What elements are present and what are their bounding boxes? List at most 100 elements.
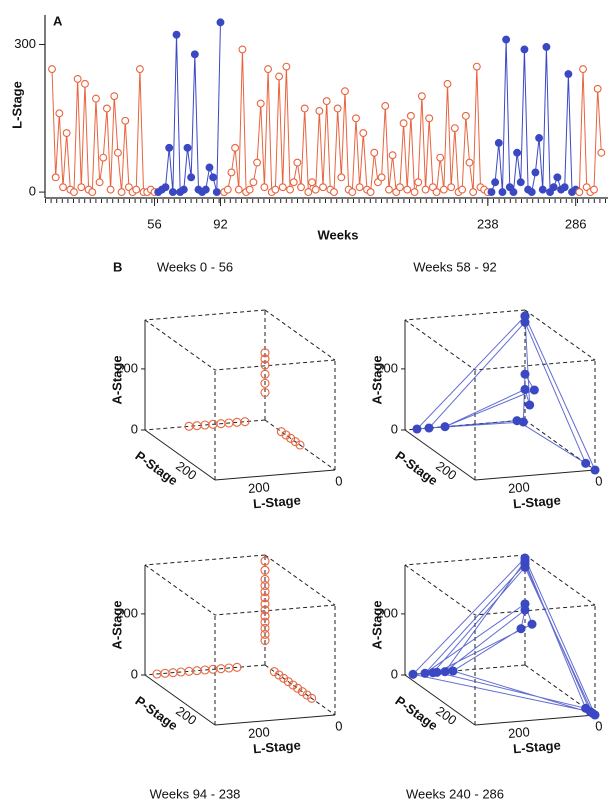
data-point (527, 188, 536, 197)
data-point (520, 562, 530, 572)
data-point (516, 178, 525, 187)
data-point (414, 178, 423, 187)
data-point (560, 183, 569, 192)
data-point (553, 173, 562, 182)
data-point (439, 185, 448, 194)
data-point (297, 687, 307, 697)
data-point (520, 311, 530, 321)
data-point (487, 188, 496, 197)
data-point (520, 369, 530, 379)
box-edge (144, 664, 266, 676)
box-edge (264, 554, 336, 606)
z-tick-label: 200 (116, 360, 138, 375)
data-point (494, 138, 503, 147)
box-edge (264, 309, 336, 361)
data-point (274, 670, 284, 680)
x-tick-label: 92 (213, 216, 227, 231)
data-point (513, 148, 522, 157)
data-point (245, 185, 254, 194)
data-point (436, 153, 445, 162)
y-tick-label: 0 (29, 184, 36, 199)
data-point (271, 185, 280, 194)
data-point (260, 387, 270, 398)
data-point (520, 384, 530, 394)
box-edge (404, 309, 526, 321)
data-point (593, 84, 602, 93)
data-point (161, 183, 170, 192)
data-point (564, 70, 573, 78)
box-edge (144, 419, 266, 431)
data-point (102, 104, 111, 113)
trajectory (412, 557, 596, 716)
z-tick-label: 200 (376, 605, 398, 620)
data-point (420, 668, 430, 678)
data-point (59, 183, 67, 192)
data-point (88, 188, 97, 197)
data-point (355, 183, 364, 192)
data-point (121, 116, 130, 125)
data-point (240, 417, 250, 427)
data-point (209, 173, 218, 182)
x-axis-label: L-Stage (513, 737, 562, 756)
data-point (307, 693, 317, 703)
data-point (231, 143, 240, 152)
data-point (406, 111, 415, 120)
box-edge (214, 604, 336, 616)
data-point (81, 79, 89, 88)
box-edge (474, 469, 596, 481)
data-point (232, 662, 242, 672)
data-point (525, 400, 535, 410)
data-point (590, 465, 600, 475)
data-point (516, 624, 526, 634)
data-point (322, 97, 331, 106)
data-point (377, 173, 386, 182)
data-point (264, 65, 273, 74)
data-point (216, 18, 225, 27)
data-point (472, 62, 481, 71)
data-point (283, 677, 293, 687)
box-edge (144, 554, 266, 566)
x-tick-label: 286 (565, 216, 587, 231)
z-tick-label: 0 (131, 421, 138, 436)
box-edge (524, 309, 596, 361)
data-point (465, 158, 474, 167)
data-point (70, 188, 78, 197)
data-point (260, 574, 270, 584)
data-point (48, 65, 56, 74)
data-point (110, 92, 119, 101)
data-point (527, 619, 537, 629)
data-point (73, 75, 82, 83)
data-point (113, 148, 122, 157)
data-point (549, 183, 558, 192)
data-point (260, 348, 270, 358)
z-tick-label: 0 (391, 421, 398, 436)
data-point (502, 35, 511, 44)
box-edge (474, 604, 596, 616)
box-edge (264, 419, 336, 471)
panel-title: Weeks 240 - 286 (406, 786, 504, 801)
x-tick-label: 200 (247, 724, 270, 741)
box-edge (404, 319, 476, 371)
panel-title: Weeks 0 - 56 (157, 259, 233, 274)
data-point (234, 185, 243, 194)
box-edge (144, 309, 266, 321)
box-edge (474, 359, 596, 371)
data-point (448, 666, 458, 676)
data-point (581, 458, 591, 468)
data-point (227, 168, 236, 177)
data-point (279, 673, 289, 683)
data-point (201, 185, 210, 194)
data-point (370, 148, 379, 157)
box-edge (404, 674, 476, 726)
data-point (535, 134, 544, 142)
data-point (290, 437, 300, 447)
z-axis-label: A-Stage (109, 600, 124, 649)
x-tick-label: 0 (335, 473, 343, 489)
data-point (509, 188, 518, 197)
data-point (538, 185, 547, 194)
panel-title: Weeks 58 - 92 (413, 259, 497, 274)
data-point (293, 683, 303, 693)
data-point (450, 124, 459, 133)
data-point (223, 185, 232, 194)
